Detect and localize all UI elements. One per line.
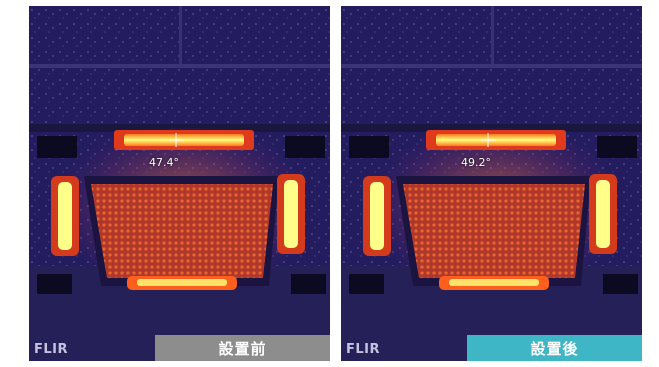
after-installation-label: 設置後 bbox=[467, 335, 642, 361]
thermal-image-after: 49.2° FLIR 設置後 bbox=[341, 6, 642, 361]
thermal-scene-before bbox=[29, 6, 330, 361]
before-installation-label: 設置前 bbox=[155, 335, 330, 361]
thermal-image-before: 47.4° FLIR 設置前 bbox=[29, 6, 330, 361]
temperature-readout: 49.2° bbox=[461, 156, 491, 169]
temperature-readout: 47.4° bbox=[149, 156, 179, 169]
thermal-scene-after bbox=[341, 6, 642, 361]
flir-brand-label: FLIR bbox=[34, 342, 69, 357]
flir-brand-label: FLIR bbox=[346, 342, 381, 357]
